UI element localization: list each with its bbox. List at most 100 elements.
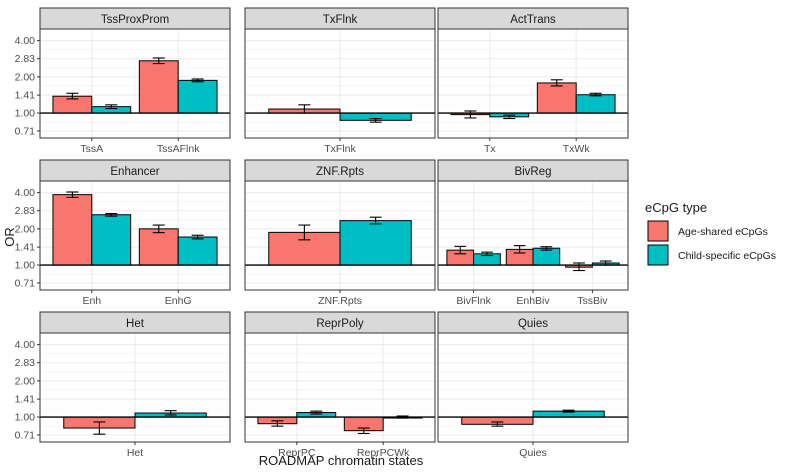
panel-bivreg: BivReg BivFlnk EnhBiv TssBiv [437,159,629,307]
bar-enhbiv-child-specific [532,247,561,266]
y-tick-label: 2.00 [15,375,36,387]
x-tick-label: ReprPCWk [357,447,410,459]
bar-txwk-child-specific [575,94,616,114]
x-tick-label: TssAFlnk [157,143,200,155]
y-tick-label: 2.83 [15,357,36,369]
panel-border [39,332,231,443]
bar-enh-age-shared [52,194,93,266]
error-bar [93,421,106,435]
panel-znf-rpts: ZNF.Rpts ZNF.Rpts [244,159,436,307]
y-tick-label: 1.41 [15,90,36,102]
error-bar [105,104,118,110]
error-bar [589,92,602,97]
x-tick-label: EnhG [165,295,192,307]
error-bar [540,246,553,251]
panel-border [244,28,436,139]
panel-border [39,28,231,139]
x-tick-label: Tx [484,143,496,155]
error-bar [271,420,284,427]
error-bar [298,104,311,114]
legend-title: eCpG type [645,200,707,215]
panels-layer: TssProxProm 0.71 1.00 1.41 2.00 2.83 4.00 TssA T… [15,7,629,459]
legend-key-child-specific [647,244,669,266]
error-bar [152,57,165,65]
x-tick-label: ReprPC [278,447,316,459]
y-tick-label: 0.71 [15,277,36,289]
error-bar [310,410,323,415]
error-bar [454,245,467,255]
panel-reprpoly: ReprPoly ReprPC ReprPCWk [244,311,436,459]
x-tick-label: BivFlnk [456,295,491,307]
x-tick-label: TxWk [563,143,591,155]
panel-txflnk: TxFlnk TxFlnk [244,7,436,155]
panel-tssproxprom: TssProxProm 0.71 1.00 1.41 2.00 2.83 4.00 TssA T… [15,7,231,155]
y-tick-label: 1.00 [15,108,36,120]
y-tick-label: 1.00 [15,260,36,272]
error-bar [105,213,118,217]
error-bar [66,191,79,198]
x-tick-label: ZNF.Rpts [318,295,362,307]
y-tick-label: 1.41 [15,394,36,406]
legend-label-child-specific: Child-specific eCpGs [678,250,776,262]
panel-title: TssProxProm [101,14,169,26]
panel-title: BivReg [514,166,551,178]
bar-enh-child-specific [91,214,132,266]
y-tick-label: 4.00 [15,35,36,47]
panel-title: ReprPoly [316,318,364,330]
x-tick-label: Quies [519,447,546,459]
bar-enhg-age-shared [138,228,179,266]
y-tick-label: 4.00 [15,339,36,351]
error-bar [550,79,563,87]
error-bar [599,260,612,266]
error-bar [573,262,585,272]
panel-border [244,332,436,443]
y-tick-label: 2.83 [15,53,36,65]
panel-title: ZNF.Rpts [316,166,364,178]
panel-title: Quies [518,318,548,330]
error-bar [357,427,370,435]
bar-tssaflnk-age-shared [138,60,179,114]
bar-tssaflnk-child-specific [177,79,218,114]
error-bar [464,110,477,119]
panel-title: TxFlnk [323,14,358,26]
panel-border [437,28,629,139]
x-tick-label: EnhBiv [516,295,550,307]
bar-txwk-age-shared [536,82,577,114]
y-tick-label: 2.00 [15,223,36,235]
error-bar [396,415,409,419]
y-axis-title: OR [2,227,17,247]
x-axis-title: ROADMAP chromatin states [259,453,424,468]
bar-znf-rpts-child-specific [339,220,412,266]
x-tick-label: TssBiv [577,295,608,307]
x-tick-label: TxFlnk [324,143,356,155]
error-bar [191,78,204,83]
panel-het: Het 0.71 1.00 1.41 2.00 2.83 4.00 Het [15,311,231,459]
panel-border [437,332,629,443]
error-bar [369,216,382,225]
panel-acttrans: ActTrans Tx TxWk [437,7,629,155]
panel-area [437,28,629,139]
x-tick-label: TssA [80,143,103,155]
y-tick-label: 4.00 [15,187,36,199]
error-bar [491,421,504,427]
y-tick-label: 2.83 [15,205,36,217]
legend-label-age-shared: Age-shared eCpGs [678,226,768,238]
error-bar [562,409,575,413]
panel-border [437,180,629,291]
panel-quies: Quies Quies [437,311,629,459]
x-tick-label: Het [127,447,143,459]
legend: eCpG type Age-shared eCpGs Child-specifi… [645,200,776,266]
x-tick-label: Enh [82,295,101,307]
error-bar [513,245,526,254]
panel-title: Het [126,318,145,330]
y-tick-label: 2.00 [15,71,36,83]
error-bar [369,117,382,123]
error-bar [481,251,493,257]
panel-title: Enhancer [110,166,159,178]
panel-border [39,180,231,291]
y-tick-label: 1.00 [15,412,36,424]
bar-enhg-child-specific [177,236,218,266]
y-tick-label: 0.71 [15,125,36,137]
error-bar [66,92,79,100]
